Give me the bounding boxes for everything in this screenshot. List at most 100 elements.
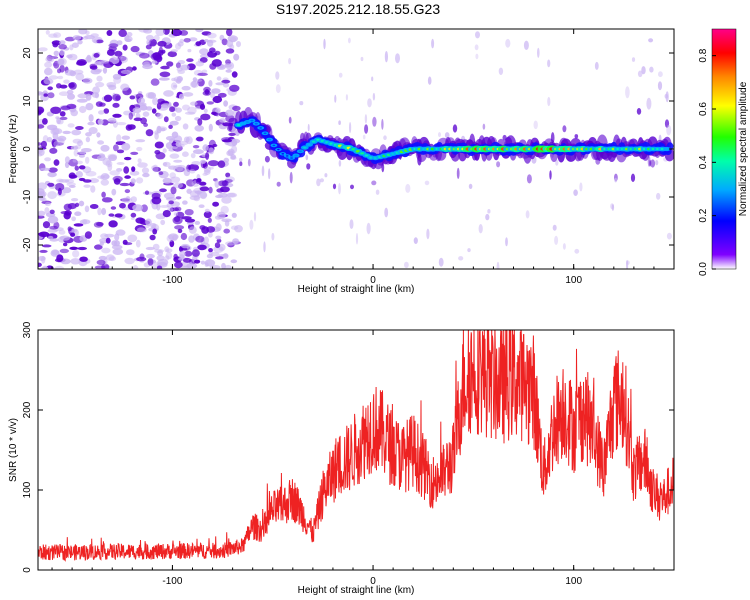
y-tick-label: -20 — [22, 237, 33, 252]
noise-speckle — [215, 235, 222, 240]
noise-speckle — [349, 122, 352, 134]
signal-core — [254, 122, 258, 125]
noise-speckle — [89, 65, 98, 70]
noise-speckle — [664, 119, 670, 128]
noise-speckle — [99, 241, 104, 247]
noise-speckle — [178, 93, 185, 100]
noise-speckle — [100, 179, 110, 186]
noise-speckle — [225, 176, 235, 183]
noise-speckle — [630, 173, 636, 182]
noise-speckle — [69, 246, 78, 250]
noise-speckle — [145, 218, 152, 226]
signal-core — [241, 122, 245, 125]
noise-speckle — [381, 118, 384, 130]
noise-speckle — [203, 236, 209, 244]
noise-speckle — [71, 42, 79, 48]
noise-speckle — [62, 242, 68, 247]
noise-speckle — [225, 109, 234, 117]
noise-speckle — [190, 80, 200, 88]
noise-speckle — [89, 178, 99, 184]
noise-speckle — [154, 132, 159, 140]
noise-speckle — [76, 98, 88, 103]
noise-speckle — [64, 179, 75, 184]
noise-speckle — [478, 224, 483, 234]
noise-speckle — [202, 144, 209, 152]
noise-speckle — [68, 185, 76, 188]
noise-speckle — [188, 235, 195, 243]
noise-speckle — [171, 112, 177, 117]
noise-speckle — [167, 51, 177, 58]
snr-x-ticks: -100 0 100 — [51, 330, 675, 587]
signal-core — [294, 154, 298, 157]
noise-speckle — [179, 38, 185, 44]
noise-speckle — [156, 265, 163, 269]
noise-speckle — [44, 201, 51, 207]
noise-speckle — [174, 225, 185, 230]
spectrogram-signal — [234, 107, 674, 170]
noise-speckle — [197, 118, 203, 126]
noise-speckle — [424, 180, 430, 186]
noise-speckle — [206, 101, 214, 105]
noise-speckle — [78, 165, 86, 170]
noise-speckle — [66, 103, 77, 109]
noise-speckle — [73, 149, 79, 157]
noise-speckle — [59, 111, 66, 117]
noise-speckle — [275, 84, 281, 94]
noise-speckle — [101, 247, 111, 254]
noise-speckle — [230, 156, 237, 160]
noise-speckle — [54, 265, 65, 269]
noise-speckle — [116, 149, 125, 154]
noise-speckle — [217, 160, 226, 168]
noise-speckle — [364, 124, 369, 134]
noise-speckle — [96, 259, 106, 266]
noise-speckle — [174, 206, 182, 212]
noise-speckle — [204, 208, 210, 213]
noise-speckle — [299, 101, 304, 106]
noise-speckle — [610, 203, 614, 210]
noise-speckle — [151, 60, 158, 64]
noise-speckle — [230, 138, 241, 144]
noise-speckle — [83, 184, 91, 188]
noise-speckle — [574, 248, 580, 254]
noise-speckle — [70, 258, 81, 265]
noise-speckle — [216, 76, 222, 81]
noise-speckle — [156, 113, 163, 120]
noise-speckle — [132, 204, 144, 212]
noise-speckle — [173, 253, 178, 260]
y-tick-label: -10 — [22, 189, 33, 204]
noise-speckle — [192, 145, 200, 149]
noise-speckle — [68, 82, 75, 88]
noise-speckle — [43, 78, 54, 85]
noise-speckle — [196, 136, 204, 142]
noise-speckle — [208, 186, 213, 194]
noise-speckle — [611, 204, 615, 211]
noise-speckle — [142, 111, 150, 117]
noise-speckle — [85, 156, 90, 164]
noise-speckle — [191, 161, 201, 166]
noise-speckle — [57, 68, 62, 74]
noise-speckle — [82, 77, 93, 84]
noise-speckle — [169, 120, 179, 126]
noise-speckle — [316, 178, 321, 187]
noise-speckle — [121, 197, 133, 203]
noise-speckle — [126, 249, 135, 256]
noise-speckle — [276, 181, 281, 187]
noise-speckle — [263, 241, 266, 253]
noise-speckle — [100, 144, 110, 152]
noise-speckle — [59, 40, 66, 45]
noise-speckle — [147, 258, 154, 266]
noise-speckle — [126, 32, 133, 37]
noise-speckle — [66, 182, 76, 187]
snr-series-line — [38, 330, 674, 562]
noise-speckle — [56, 254, 64, 262]
noise-speckle — [207, 217, 212, 223]
noise-speckle — [139, 253, 145, 260]
noise-speckle — [58, 44, 67, 50]
noise-speckle — [224, 63, 232, 68]
noise-speckle — [288, 57, 292, 65]
noise-speckle — [225, 48, 235, 54]
noise-speckle — [656, 192, 661, 200]
noise-speckle — [199, 103, 206, 110]
noise-speckle — [73, 223, 84, 227]
noise-speckle — [197, 78, 205, 87]
